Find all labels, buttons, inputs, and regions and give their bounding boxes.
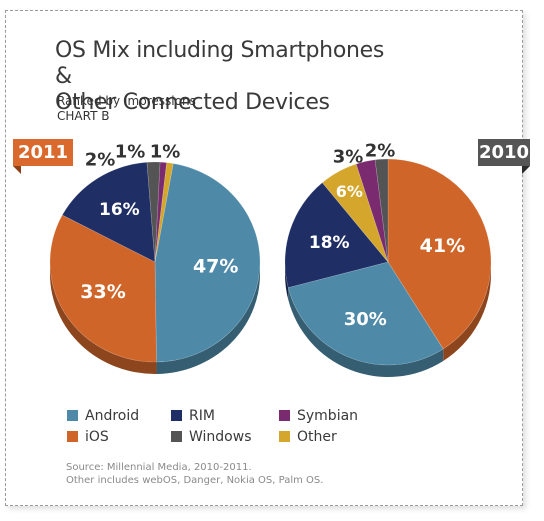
pie-depth-ios <box>50 262 157 374</box>
year-banner-2011: 2011 <box>13 139 73 166</box>
pie-slice-rim <box>61 161 156 263</box>
legend-swatch-other <box>279 431 290 442</box>
legend-label-windows: Windows <box>189 429 252 445</box>
legend-label-rim: RIM <box>189 408 215 424</box>
legend-swatch-rim <box>171 410 182 421</box>
pie-slice-rim <box>284 182 389 288</box>
data-label-other: 6% <box>336 182 363 201</box>
pie-depth-2010 <box>285 262 491 378</box>
data-label-windows: 2% <box>365 141 396 162</box>
pie-chart-2010: 41% 30% 18% 6% 3% 2% <box>284 141 492 378</box>
chart-title: OS Mix including Smartphones & Other Con… <box>55 38 385 116</box>
data-label-other: 1% <box>150 142 181 163</box>
legend-swatch-ios <box>67 431 78 442</box>
pie-slice-windows <box>374 158 389 263</box>
chart-subtitle: Ranked by Impressions CHART B <box>57 94 196 124</box>
legend-label-other: Other <box>297 429 337 445</box>
title-line-2: Other Connected Devices <box>55 90 330 115</box>
legend-swatch-symbian <box>279 410 290 421</box>
pie-slice-other <box>154 162 174 263</box>
data-label-symbian: 1% <box>115 142 146 163</box>
source-line-1: Source: Millennial Media, 2010-2011. <box>66 462 252 473</box>
pie-depth-ios <box>443 262 491 361</box>
pie-depth-2011 <box>50 262 260 374</box>
banner-fold-right <box>522 166 530 174</box>
data-label-windows: 2% <box>85 150 116 171</box>
pie-slice-android <box>287 261 444 366</box>
legend-label-symbian: Symbian <box>297 408 359 424</box>
legend-label-ios: iOS <box>85 429 109 445</box>
pie-slice-windows <box>146 161 161 263</box>
legend-label-android: Android <box>85 408 140 424</box>
year-banner-2010: 2010 <box>478 139 530 166</box>
data-label-ios: 33% <box>80 281 125 303</box>
source-note: Source: Millennial Media, 2010-2011. Oth… <box>66 461 323 487</box>
pie-slice-symbian <box>154 161 168 263</box>
source-line-2: Other includes webOS, Danger, Nokia OS, … <box>66 475 324 486</box>
data-label-rim: 18% <box>309 233 350 253</box>
subtitle-line-2: CHART B <box>57 109 110 123</box>
legend: Android iOS RIM Windows Symbian Other <box>67 408 387 448</box>
pie-depth-android <box>156 262 260 374</box>
data-label-android: 47% <box>193 256 238 278</box>
data-label-symbian: 3% <box>333 147 364 168</box>
subtitle-line-1: Ranked by Impressions <box>57 94 196 108</box>
pie-slice-android <box>154 163 261 363</box>
legend-swatch-windows <box>171 431 182 442</box>
data-label-rim: 16% <box>99 200 140 220</box>
legend-swatch-android <box>67 410 78 421</box>
data-label-ios: 41% <box>420 235 465 257</box>
pie-slice-other <box>321 163 389 263</box>
pie-slice-symbian <box>355 159 389 263</box>
pie-slice-ios <box>49 214 157 363</box>
pie-depth-rim <box>285 262 289 300</box>
data-label-android: 30% <box>344 309 387 330</box>
pie-chart-2011: 47%33%16%2% 1% 1% <box>49 142 261 374</box>
pie-slice-ios <box>387 158 492 350</box>
pie-depth-android <box>288 287 444 378</box>
title-line-1: OS Mix including Smartphones & <box>55 38 385 89</box>
banner-fold-left <box>13 166 21 174</box>
